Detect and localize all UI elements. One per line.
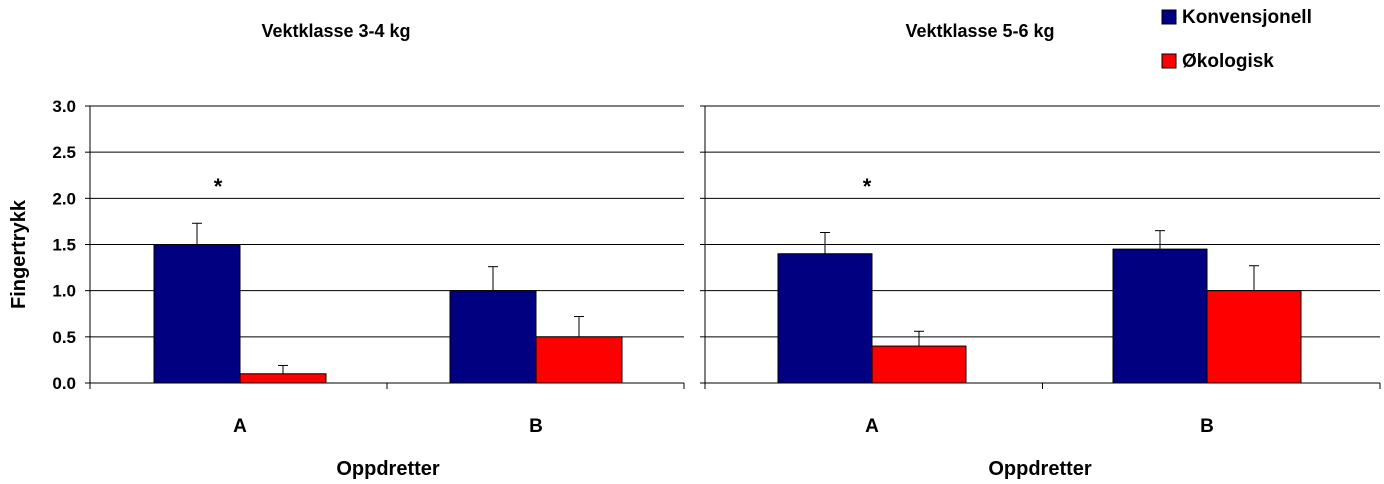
y-tick-label: 3.0 (52, 97, 76, 116)
bar-konvensjonell (1112, 248, 1208, 384)
x-axis-label: Oppdretter (988, 458, 1092, 480)
chart-panel-1: 0.0 0.5 1.0 1.5 2.0 2.5 3.0 A B * Vektklasse 3-4 k… (8, 21, 685, 480)
y-tick-label: 2.5 (52, 143, 76, 162)
significance-marker: * (214, 174, 223, 199)
y-tick-label: 0.5 (52, 328, 76, 347)
y-tick-label: 1.0 (52, 282, 76, 301)
legend-swatch-okologisk (1161, 53, 1177, 69)
y-axis-label: Fingertrykk (8, 199, 30, 309)
legend: Konvensjonell Økologisk (1161, 7, 1312, 72)
bar-okologisk (871, 345, 967, 384)
chart-panels: 0.0 0.5 1.0 1.5 2.0 2.5 3.0 A B * Vektklasse 3-4 k… (8, 21, 1381, 480)
legend-label-konvensjonell: Konvensjonell (1182, 7, 1312, 28)
legend-swatch-konvensjonell (1161, 9, 1177, 25)
bar-okologisk (1206, 290, 1302, 384)
y-tick-label: 1.5 (52, 236, 76, 255)
x-tick-label: B (529, 416, 543, 437)
chart-title: Vektklasse 3-4 kg (261, 21, 410, 41)
bar-konvensjonell (449, 290, 537, 384)
x-axis-label: Oppdretter (336, 458, 440, 480)
y-tick-label: 0.0 (52, 374, 76, 393)
chart-title: Vektklasse 5-6 kg (905, 21, 1054, 41)
x-tick-label: A (233, 416, 247, 437)
y-tick-label: 2.0 (52, 189, 76, 208)
x-tick-label: B (1200, 416, 1214, 437)
bar-okologisk (239, 373, 327, 384)
bar-okologisk (535, 336, 623, 384)
bar-konvensjonell (153, 244, 241, 384)
significance-marker: * (863, 174, 872, 199)
bar-konvensjonell (777, 253, 873, 384)
legend-label-okologisk: Økologisk (1182, 51, 1274, 72)
x-tick-label: A (865, 416, 879, 437)
chart-panel-2: A B * Vektklasse 5-6 kg Oppdretter (700, 21, 1381, 480)
